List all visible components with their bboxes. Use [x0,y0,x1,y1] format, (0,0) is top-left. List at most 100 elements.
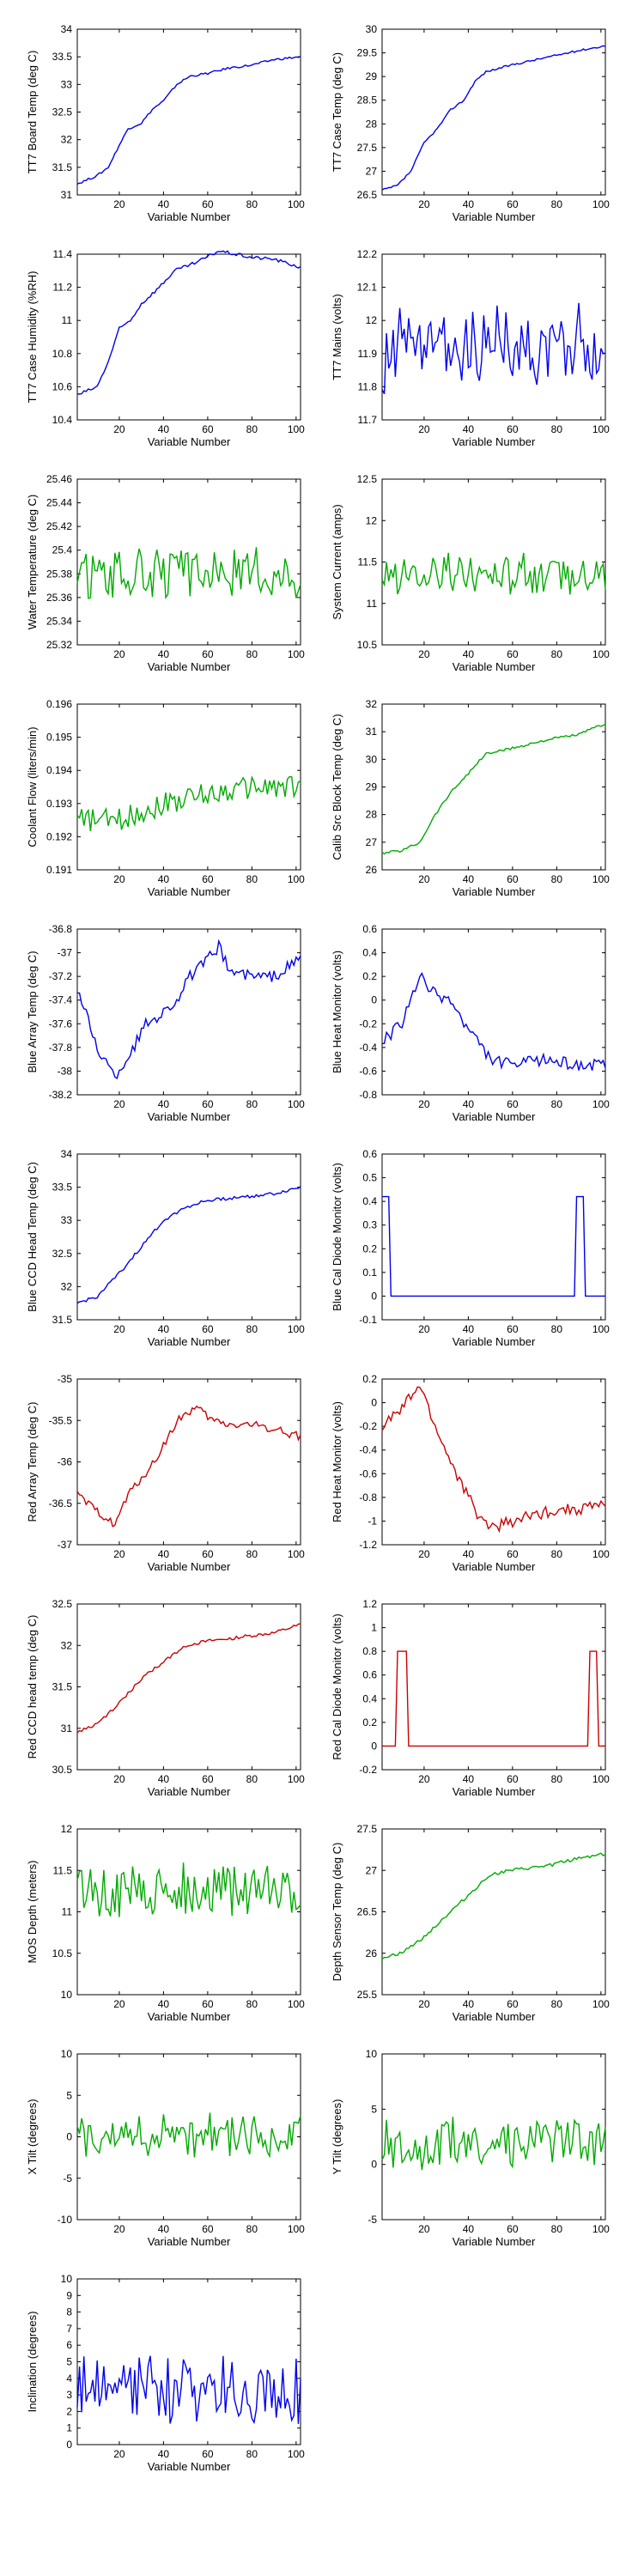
y-tick-label: 32 [61,134,73,146]
plot-frame [381,253,606,421]
x-tick-label: 100 [592,1998,610,2010]
x-tick-label: 40 [158,1098,170,1110]
x-tick-label: 60 [202,648,214,660]
x-tick-label: 100 [592,1323,610,1335]
y-tick-label: -36.5 [49,1498,73,1510]
x-tick-label: 20 [113,198,125,210]
chart-panel-11: 31.5 32 32.5 33 33.5 34 20 40 60 80 100 Variable Nu… [26,1148,305,1348]
plot-frame [381,1828,606,1996]
plot-frame [381,2053,606,2221]
y-tick-label: 5 [371,2103,377,2115]
y-tick-label: 0.195 [46,732,72,744]
y-tick-label: 26 [366,864,378,876]
y-tick-label: 0 [371,1740,377,1752]
y-tick-label: 12.1 [357,282,378,294]
y-tick-label: 27 [366,1864,378,1876]
x-tick-label: 100 [288,198,305,210]
chart-panel-13: -37 -36.5 -36 -35.5 -35 20 40 60 80 100 Variable N… [26,1373,305,1573]
x-tick-label: 80 [551,1548,563,1560]
y-axis-label: Blue Array Temp (deg C) [26,951,39,1072]
y-axis-label: TT7 Mains (volts) [331,294,343,380]
x-tick-label: 80 [246,2223,258,2235]
y-tick-label: 1.2 [362,1598,377,1610]
series-line [76,1623,301,1734]
y-tick-label: 32.5 [52,1248,73,1260]
y-tick-label: 31.5 [52,1314,73,1326]
y-axis-label: Red Cal Diode Monitor (volts) [331,1613,343,1760]
y-tick-label: 2 [66,2405,72,2417]
y-tick-label: 31.5 [52,161,73,173]
x-tick-label: 40 [158,2448,170,2460]
x-axis-label: Variable Number [148,1560,231,1573]
y-tick-label: 10.6 [52,380,73,392]
plot-frame [76,253,301,421]
y-tick-label: 31 [366,726,378,738]
y-tick-label: -0.4 [359,1444,377,1456]
y-axis-label: Y Tilt (degrees) [331,2099,343,2175]
x-tick-label: 80 [246,1773,258,1785]
chart-panel-20: -5 0 5 10 20 40 60 80 100 Variable Number Y Tilt (… [331,2048,610,2248]
x-axis-label: Variable Number [148,2460,231,2473]
x-tick-label: 20 [113,1098,125,1110]
x-tick-label: 100 [288,873,305,885]
x-axis-label: Variable Number [453,2235,536,2248]
y-tick-label: 29 [366,781,378,793]
x-tick-label: 100 [288,1323,305,1335]
x-axis-label: Variable Number [453,1335,536,1348]
y-tick-label: 27 [366,836,378,848]
y-tick-label: -10 [58,2214,73,2226]
x-tick-label: 60 [202,1773,214,1785]
y-axis-label: Depth Sensor Temp (deg C) [331,1843,343,1982]
x-tick-label: 80 [551,1773,563,1785]
x-tick-label: 80 [246,648,258,660]
series-line [76,2355,301,2425]
y-tick-label: 25.44 [46,497,72,509]
y-tick-label: -0.4 [359,1042,377,1054]
x-tick-label: 20 [113,648,125,660]
y-tick-label: 0.192 [46,830,72,842]
y-tick-label: 11 [62,314,73,326]
y-tick-label: 0.8 [362,1645,377,1657]
y-tick-label: 32.5 [52,1598,73,1610]
y-tick-label: 12.2 [357,248,378,260]
y-tick-label: 25.42 [46,520,72,532]
y-tick-label: 0.2 [362,970,377,982]
chart-panel-3: 10.4 10.6 10.8 11 11.2 11.4 20 40 60 80 100 Variabl… [26,248,305,448]
plot-frame [76,928,301,1096]
y-axis-label: Coolant Flow (liters/min) [26,726,39,847]
chart-panel-14: -1.2 -1 -0.8 -0.6 -0.4 -0.2 0 0.2 20 40 60 80 100 Var… [331,1373,610,1573]
x-tick-label: 60 [202,198,214,210]
series-line [381,723,606,855]
chart-panel-10: -0.8 -0.6 -0.4 -0.2 0 0.2 0.4 0.6 20 40 60 80 100 Var… [331,923,610,1123]
chart-panel-4: 11.7 11.8 11.9 12 12.1 12.2 20 40 60 80 100 Variabl… [331,248,610,448]
x-tick-label: 20 [418,198,430,210]
x-tick-label: 100 [288,2448,305,2460]
y-tick-label: -0.2 [359,1764,377,1776]
chart-panel-12: -0.1 0 0.1 0.2 0.3 0.4 0.5 0.6 20 40 60 80 100 Variab… [331,1148,610,1348]
x-tick-label: 60 [507,1773,519,1785]
x-tick-label: 60 [202,1098,214,1110]
plot-frame [76,478,301,646]
x-tick-label: 100 [288,1998,305,2010]
x-axis-label: Variable Number [148,2010,231,2023]
y-tick-label: 29 [366,70,378,82]
x-tick-label: 80 [551,873,563,885]
y-tick-label: 11.9 [358,348,378,360]
y-tick-label: 28 [366,118,378,130]
y-tick-label: 32 [366,698,378,710]
x-tick-label: 20 [113,1548,125,1560]
x-tick-label: 80 [246,1323,258,1335]
y-tick-label: 0.194 [46,764,72,776]
x-tick-label: 40 [463,1548,475,1560]
y-axis-label: System Current (amps) [331,504,343,619]
y-tick-label: 1 [371,1622,377,1634]
x-tick-label: 40 [158,873,170,885]
y-tick-label: -36 [58,1456,73,1468]
chart-panel-16: -0.2 0 0.2 0.4 0.6 0.8 1 1.2 20 40 60 80 100 Variable… [331,1598,610,1798]
x-tick-label: 40 [463,1998,475,2010]
y-tick-label: 26 [366,1947,378,1959]
y-tick-label: 28.5 [357,94,378,106]
x-tick-label: 100 [592,198,610,210]
x-tick-label: 60 [507,198,519,210]
x-tick-label: 100 [592,1773,610,1785]
